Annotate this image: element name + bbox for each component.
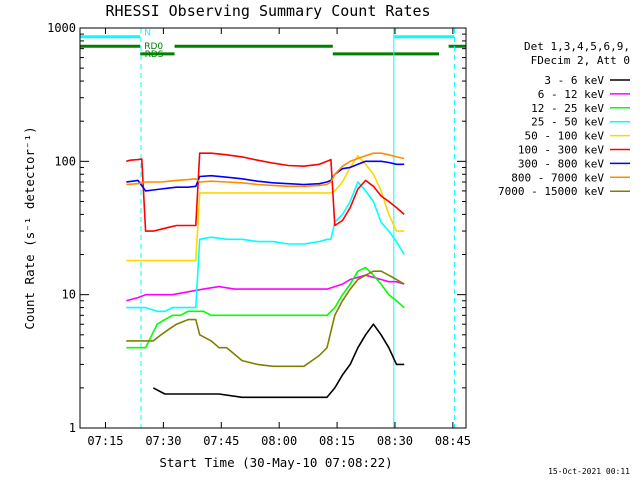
- series-line-8: [126, 270, 405, 368]
- y-tick-label-1: 10: [62, 288, 76, 302]
- series-line-6: [126, 160, 405, 192]
- series-line-7: [126, 152, 405, 188]
- legend-header-0: Det 1,3,4,5,6,9,: [524, 40, 630, 53]
- flag-label-1: RD0: [144, 42, 163, 52]
- flag-label-2: RDS: [145, 50, 164, 60]
- flag-label-0: N: [144, 29, 151, 39]
- legend-label-2: 12 - 25 keV: [531, 102, 604, 115]
- x-tick-label-3: 08:00: [261, 434, 297, 448]
- footer-timestamp: 15-Oct-2021 00:11: [548, 467, 630, 476]
- legend-label-7: 800 - 7000 keV: [511, 171, 604, 184]
- legend-label-3: 25 - 50 keV: [531, 116, 604, 129]
- x-tick-label-1: 07:30: [145, 434, 181, 448]
- legend-label-6: 300 - 800 keV: [518, 157, 604, 170]
- y-tick-label-0: 1: [69, 421, 76, 435]
- legend-header-1: FDecim 2, Att 0: [531, 54, 630, 67]
- x-tick-label-2: 07:45: [203, 434, 239, 448]
- legend-label-8: 7000 - 15000 keV: [498, 185, 604, 198]
- series-line-4: [126, 155, 405, 262]
- legend-label-5: 100 - 300 keV: [518, 144, 604, 157]
- x-tick-label-0: 07:15: [87, 434, 123, 448]
- legend-label-1: 6 - 12 keV: [538, 88, 605, 101]
- legend-label-4: 50 - 100 keV: [525, 130, 605, 143]
- chart-title: RHESSI Observing Summary Count Rates: [105, 2, 430, 20]
- series-line-0: [152, 323, 405, 399]
- series-line-1: [126, 274, 405, 302]
- legend: Det 1,3,4,5,6,9,FDecim 2, Att 0 3 - 6 keV…: [498, 40, 630, 198]
- series-line-3: [126, 181, 405, 313]
- plot-frame: [79, 27, 467, 429]
- y-tick-label-2: 100: [54, 154, 76, 168]
- series-line-2: [126, 266, 405, 349]
- series-line-5: [126, 152, 405, 232]
- y-tick-label-3: 1000: [47, 21, 76, 35]
- x-axis-ticks: 07:15 07:30 07:45 08:00 08:15 08:30 08:45: [87, 28, 471, 448]
- x-tick-label-4: 08:15: [319, 434, 355, 448]
- x-tick-label-6: 08:45: [435, 434, 471, 448]
- legend-label-0: 3 - 6 keV: [544, 74, 604, 87]
- x-tick-label-5: 08:30: [377, 434, 413, 448]
- x-axis-label: Start Time (30-May-10 07:08:22): [159, 455, 392, 470]
- series-layer: [126, 152, 405, 399]
- y-axis-label: Count Rate (s⁻¹ detector⁻¹): [22, 126, 37, 329]
- y-axis-ticks: 1 10 100 1000: [47, 21, 466, 435]
- observing-vertical-lines: [140, 28, 455, 428]
